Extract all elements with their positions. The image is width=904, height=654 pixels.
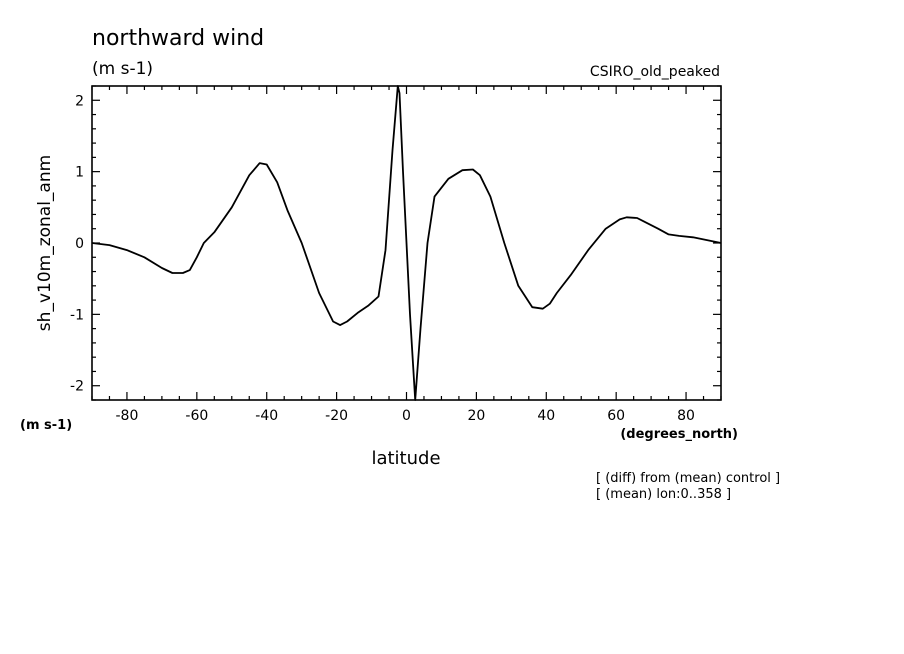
x-tick-label: -20 — [325, 408, 348, 424]
y-tick-label: -2 — [70, 379, 84, 395]
chart-subtitle: (m s-1) — [92, 59, 153, 79]
x-axis-label: latitude — [371, 448, 440, 469]
x-tick-label: -80 — [116, 408, 139, 424]
note-line-2: [ (mean) lon:0..358 ] — [596, 487, 731, 502]
y-tick-label: 1 — [75, 165, 84, 181]
y-units-label: (m s-1) — [20, 418, 72, 433]
y-axis-label: sh_v10m_zonal_anm — [35, 155, 55, 331]
y-tick-labels: -2 -1 0 1 2 — [70, 93, 84, 394]
x-tick-label: 60 — [607, 408, 625, 424]
x-units-label: (degrees_north) — [620, 427, 738, 442]
x-tick-labels: -80 -60 -40 -20 0 20 40 60 80 — [116, 408, 695, 424]
x-tick-label: -60 — [185, 408, 208, 424]
y-tick-label: 0 — [75, 236, 84, 252]
axis-ticks — [91, 85, 722, 401]
series-layer — [91, 85, 722, 401]
x-tick-label: -40 — [255, 408, 278, 424]
series-line — [91, 85, 722, 401]
chart-title: northward wind — [92, 26, 264, 51]
x-tick-label: 80 — [677, 408, 695, 424]
x-tick-label: 40 — [537, 408, 555, 424]
x-tick-label: 0 — [402, 408, 411, 424]
note-line-1: [ (diff) from (mean) control ] — [596, 471, 780, 486]
y-tick-label: -1 — [70, 307, 84, 323]
model-label: CSIRO_old_peaked — [590, 64, 720, 80]
y-tick-label: 2 — [75, 93, 84, 109]
x-tick-label: 20 — [467, 408, 485, 424]
